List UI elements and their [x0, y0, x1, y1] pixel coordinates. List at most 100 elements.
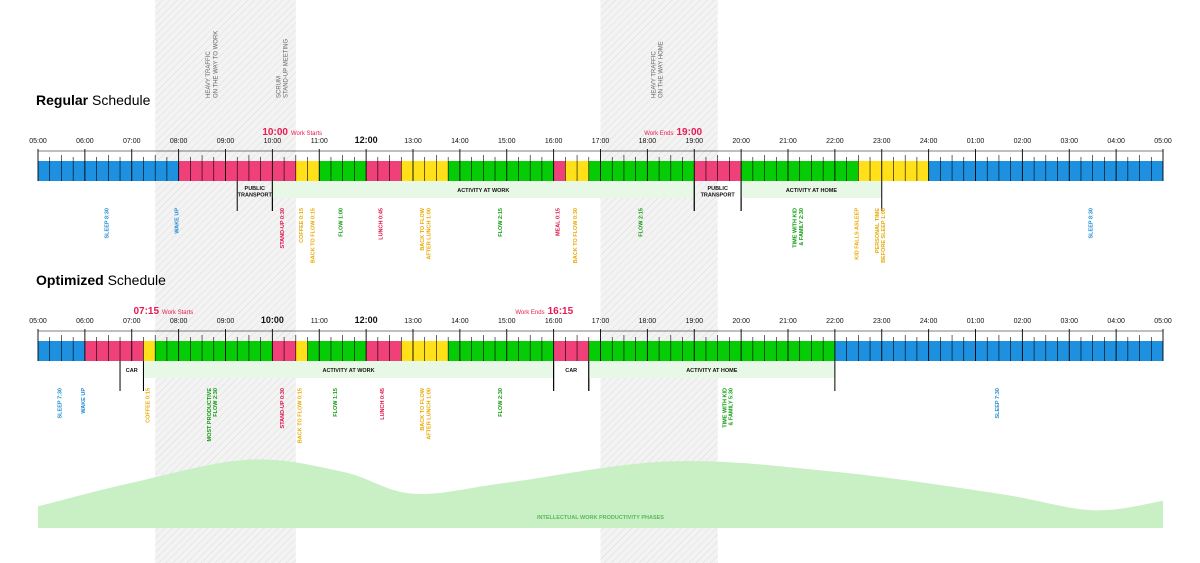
- optimized-block-label: ACTIVITY AT WORK: [322, 368, 374, 374]
- optimized-activity-label: SLEEP 7:30: [995, 388, 1001, 418]
- regular-block-label: ACTIVITY AT WORK: [457, 188, 509, 194]
- regular-hour-label: 19:00: [685, 138, 703, 145]
- optimized-segment-green: [448, 341, 554, 361]
- optimized-activity-label: FLOW 2:30: [498, 388, 504, 417]
- regular-activity-label: MEAL 0:15: [555, 208, 561, 236]
- regular-segment-green: [588, 161, 695, 181]
- regular-hour-label: 22:00: [826, 138, 844, 145]
- regular-hour-label: 24:00: [920, 138, 938, 145]
- optimized-hour-label: 20:00: [732, 318, 750, 325]
- regular-hour-label: 04:00: [1107, 138, 1125, 145]
- regular-activity-label: BACK TO FLOW 0:15: [311, 208, 317, 263]
- optimized-activity-label: WAKE UP: [81, 388, 87, 414]
- regular-hour-label: 13:00: [404, 138, 422, 145]
- optimized-activity-label: LUNCH 0:45: [380, 388, 386, 420]
- regular-activity-label: LUNCH 0:45: [379, 208, 385, 240]
- regular-hour-label: 06:00: [76, 138, 94, 145]
- optimized-hour-label: 06:00: [76, 318, 94, 325]
- productivity-wave: [38, 459, 1163, 528]
- regular-segment-pink: [366, 161, 402, 181]
- regular-activity-label: KID FALLS ASLEEP: [854, 208, 860, 260]
- optimized-hour-label: 05:00: [1154, 318, 1172, 325]
- optimized-activity-label: SLEEP 7:30: [57, 388, 63, 418]
- hatched-band-1: [272, 0, 296, 563]
- optimized-hour-label: 03:00: [1060, 318, 1078, 325]
- optimized-hour-label: 09:00: [217, 318, 235, 325]
- optimized-hour-label: 23:00: [873, 318, 891, 325]
- regular-activity-label: FLOW 2:15: [498, 208, 504, 237]
- regular-activity-label: BACK TO FLOWAFTER LUNCH 1:00: [420, 207, 432, 259]
- regular-hour-label: 18:00: [639, 138, 657, 145]
- optimized-activity-label: TIME WITH KID& FAMILY 5:30: [722, 388, 734, 428]
- optimized-work-ends: Work Ends 16:15: [515, 306, 574, 317]
- optimized-hour-label: 02:00: [1014, 318, 1032, 325]
- optimized-activity-label: STAND-UP 0:30: [280, 388, 286, 428]
- regular-hour-label: 12:00: [355, 135, 378, 145]
- optimized-block-label: CAR: [126, 368, 138, 374]
- regular-hour-label: 23:00: [873, 138, 891, 145]
- optimized-activity-label: BACK TO FLOWAFTER LUNCH 1:00: [420, 387, 432, 439]
- optimized-hour-label: 10:00: [261, 315, 284, 325]
- regular-hour-label: 17:00: [592, 138, 610, 145]
- optimized-block-label: CAR: [565, 368, 577, 374]
- optimized-hour-label: 18:00: [639, 318, 657, 325]
- hatch-annotation: HEAVY TRAFFICON THE WAY TO WORK: [206, 31, 219, 98]
- regular-activity-label: WAKE UP: [175, 208, 181, 234]
- optimized-hour-label: 24:00: [920, 318, 938, 325]
- regular-hour-label: 02:00: [1014, 138, 1032, 145]
- regular-activity-bg: [272, 181, 695, 198]
- regular-hour-label: 20:00: [732, 138, 750, 145]
- optimized-hour-label: 08:00: [170, 318, 188, 325]
- regular-activity-label: SLEEP 8:30: [104, 208, 110, 238]
- regular-work-ends: Work Ends 19:00: [644, 127, 703, 138]
- optimized-hour-label: 11:00: [311, 318, 328, 325]
- regular-hour-label: 11:00: [311, 138, 328, 145]
- regular-block-label: PUBLIC TRANSPORT: [701, 186, 736, 198]
- optimized-activity-bg: [588, 361, 835, 378]
- optimized-schedule-title: Optimized Schedule: [36, 272, 166, 288]
- optimized-activity-bg: [143, 361, 554, 378]
- optimized-hour-label: 05:00: [29, 318, 47, 325]
- optimized-activity-label: MOST PRODUCTIVEFLOW 2:30: [207, 388, 219, 442]
- optimized-hour-label: 14:00: [451, 318, 469, 325]
- optimized-segment-pink: [84, 341, 144, 361]
- optimized-segment-yellow: [295, 341, 308, 361]
- regular-hour-label: 10:00: [264, 138, 282, 145]
- regular-activity-bg: [741, 181, 882, 198]
- regular-hour-label: 08:00: [170, 138, 188, 145]
- regular-activity-label: PERSONAL TIMEBEFORE SLEEP 1:00: [875, 208, 887, 263]
- regular-activity-label: BACK TO FLOW 0:30: [573, 208, 579, 263]
- optimized-hour-label: 01:00: [967, 318, 985, 325]
- optimized-hour-label: 04:00: [1107, 318, 1125, 325]
- regular-activity-label: FLOW 2:15: [639, 208, 645, 237]
- optimized-activity-label: BACK TO FLOW 0:15: [297, 388, 303, 443]
- hatch-annotation: SCRUMSTAND-UP MEETING: [276, 39, 289, 98]
- optimized-segment-pink: [553, 341, 589, 361]
- regular-hour-label: 21:00: [779, 138, 797, 145]
- regular-hour-label: 16:00: [545, 138, 563, 145]
- optimized-segment-yellow: [143, 341, 156, 361]
- regular-block-label: ACTIVITY AT HOME: [786, 188, 838, 194]
- regular-segment-pink: [553, 161, 566, 181]
- regular-activity-label: SLEEP 8:30: [1089, 208, 1095, 238]
- optimized-activity-label: FLOW 1:15: [333, 388, 339, 417]
- regular-work-starts: 10:00 Work Starts: [262, 127, 323, 138]
- regular-hour-label: 09:00: [217, 138, 235, 145]
- productivity-wave-label: INTELLECTUAL WORK PRODUCTIVITY PHASES: [537, 515, 664, 521]
- optimized-hour-label: 07:00: [123, 318, 141, 325]
- optimized-hour-label: 22:00: [826, 318, 844, 325]
- optimized-hour-label: 21:00: [779, 318, 797, 325]
- regular-activity-label: TIME WITH KID& FAMILY 2:30: [793, 208, 805, 248]
- regular-hour-label: 05:00: [29, 138, 47, 145]
- optimized-hour-label: 12:00: [355, 315, 378, 325]
- optimized-hour-label: 15:00: [498, 318, 516, 325]
- regular-schedule-title: Regular Schedule: [36, 92, 151, 108]
- regular-hour-label: 07:00: [123, 138, 141, 145]
- regular-hour-label: 03:00: [1060, 138, 1078, 145]
- optimized-hour-label: 13:00: [404, 318, 422, 325]
- optimized-segment-green: [588, 341, 835, 361]
- regular-block-label: PUBLIC TRANSPORT: [238, 186, 273, 198]
- regular-activity-label: STAND-UP 0:30: [280, 208, 286, 248]
- optimized-hour-label: 19:00: [685, 318, 703, 325]
